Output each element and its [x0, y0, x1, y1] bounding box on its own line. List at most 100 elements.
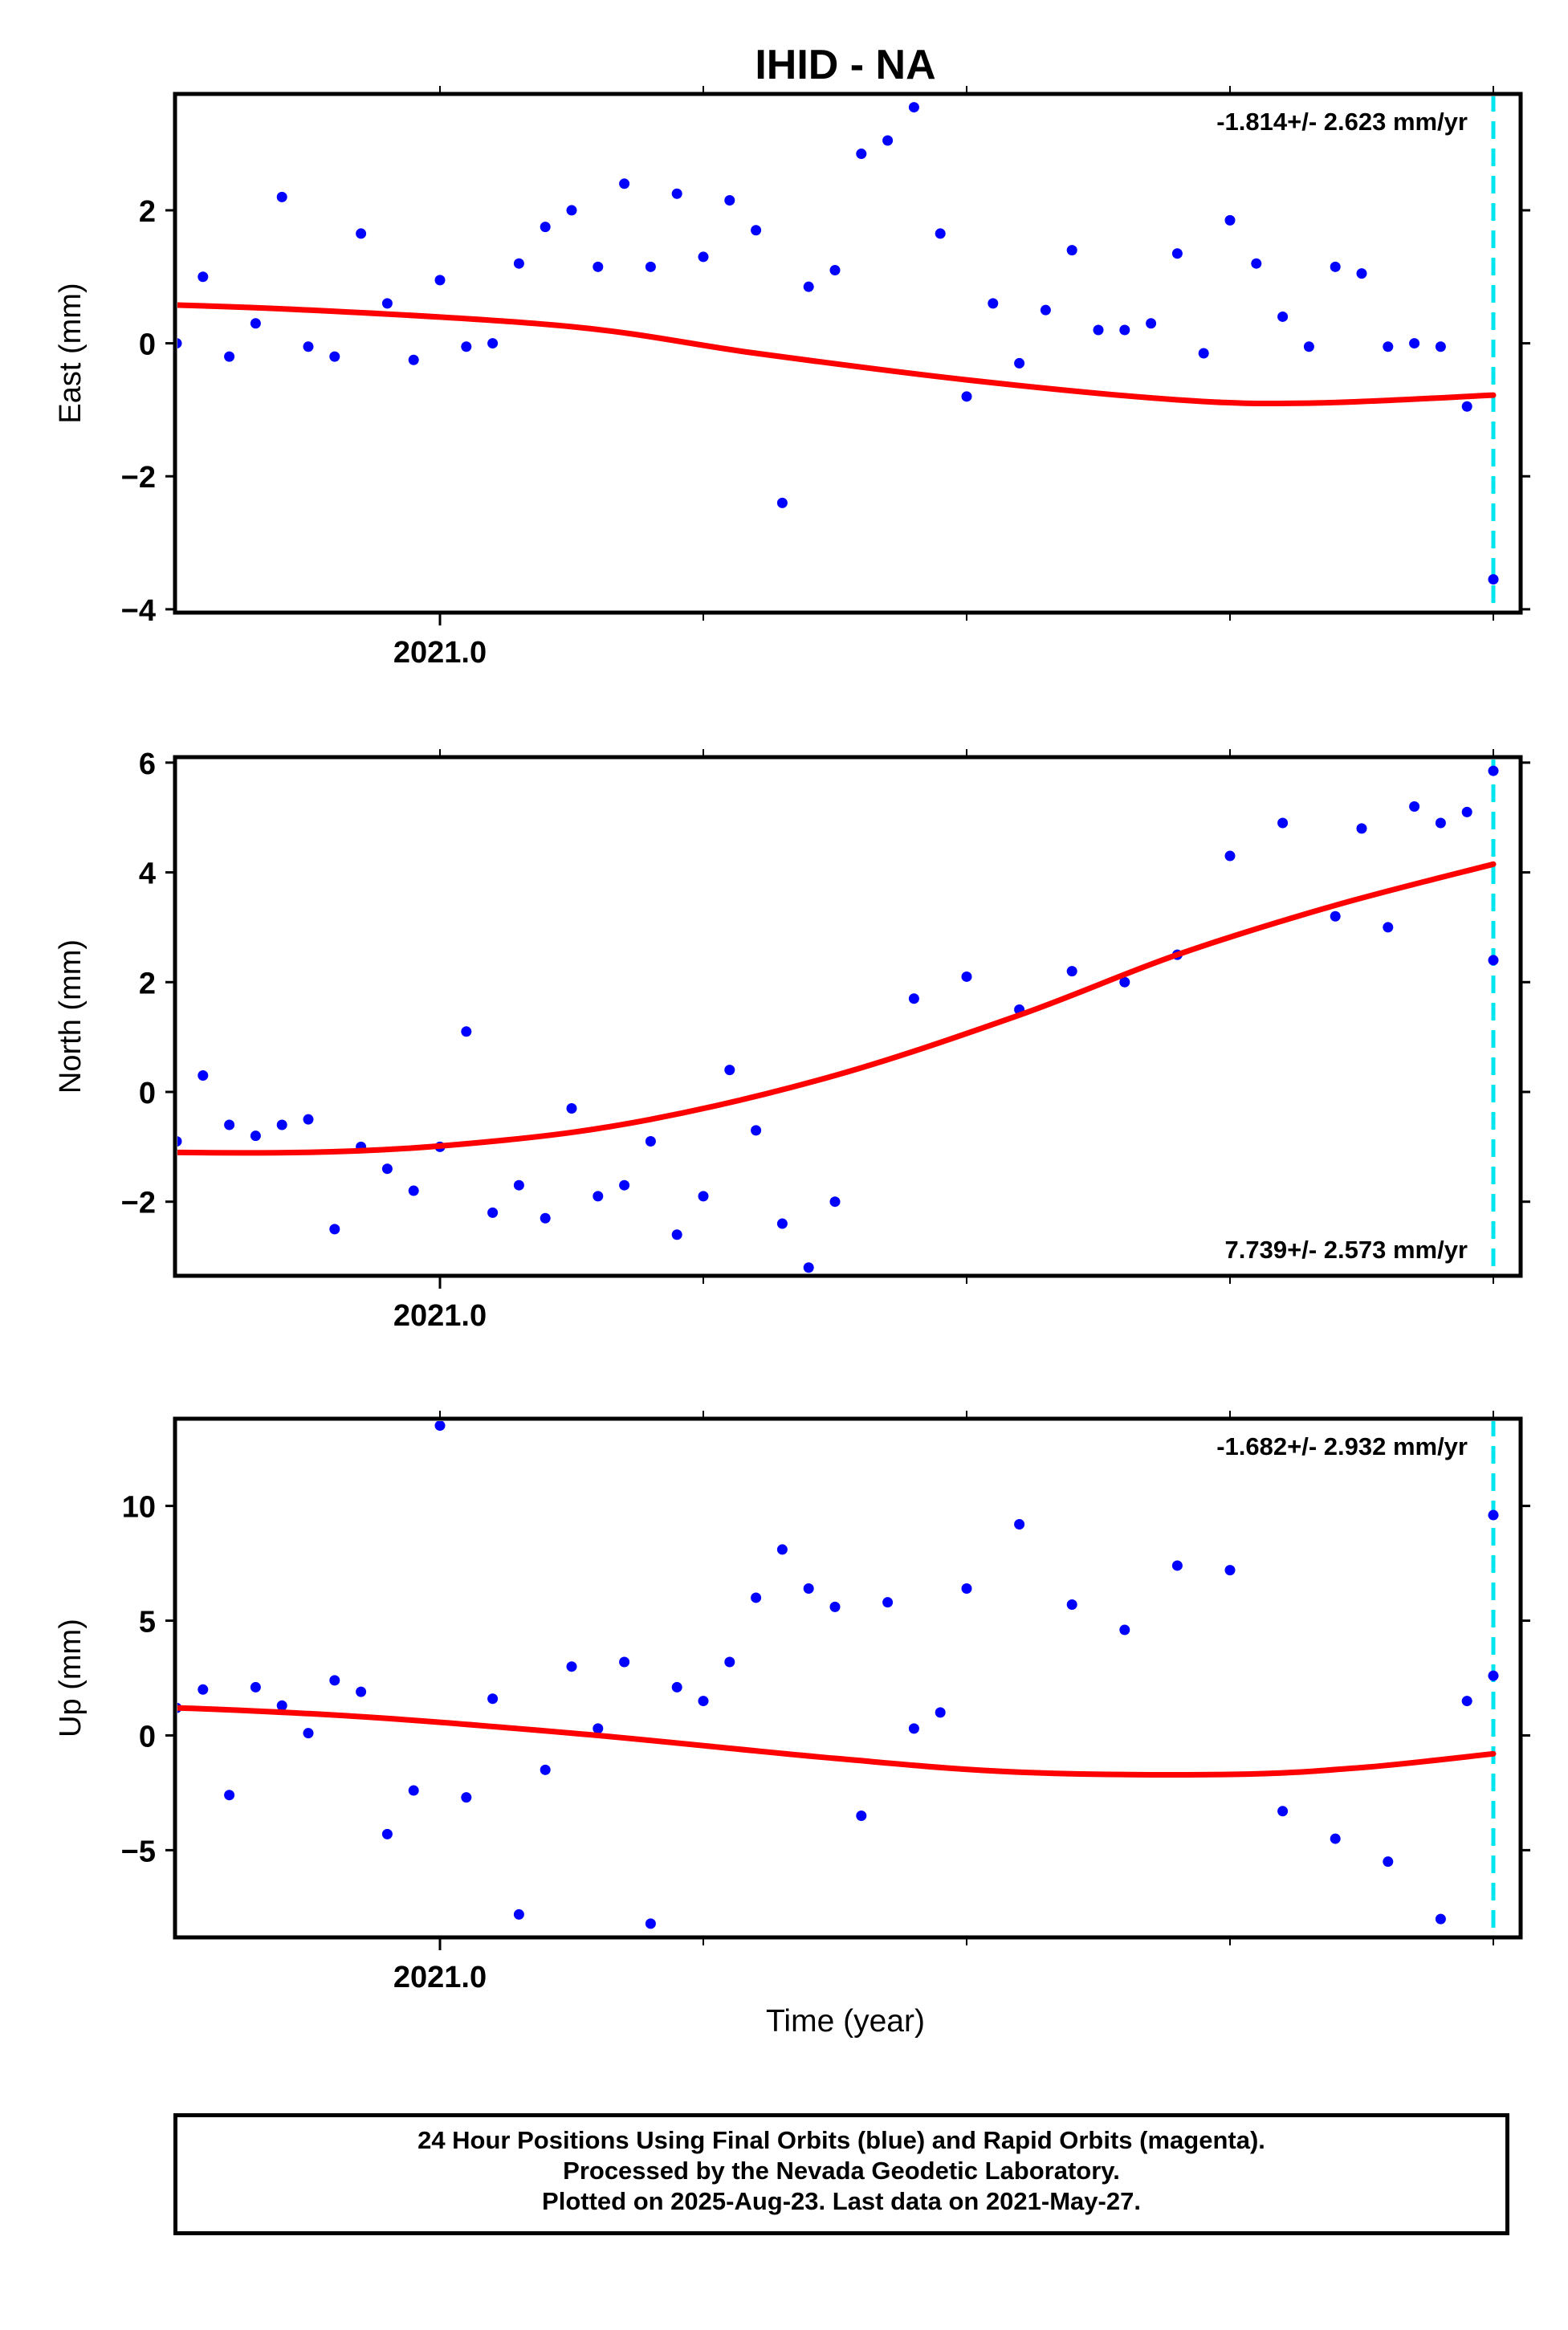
north-data-point — [40, 1202, 51, 1212]
up-data-point — [1066, 1599, 1077, 1611]
up-data-point — [671, 1681, 682, 1693]
east-y-tick-label: −4 — [121, 594, 156, 628]
up-data-point — [961, 1583, 972, 1595]
north-data-point — [1066, 966, 1077, 977]
north-data-point — [566, 1103, 577, 1114]
east-data-point — [329, 351, 340, 362]
east-data-point — [698, 251, 709, 263]
up-trend-line — [177, 1705, 1497, 1778]
up-data-point — [593, 1723, 604, 1734]
east-data-point — [1093, 324, 1104, 336]
east-panel: −4 −2 0 2 2021.0 East (mm) -1.814+/- 2.623 mm/… — [40, 86, 1530, 670]
up-data-point — [329, 1675, 340, 1686]
up-y-tick-label: 5 — [139, 1606, 156, 1640]
up-data-point — [434, 1421, 446, 1432]
east-data-point — [1171, 248, 1183, 259]
east-y-tick-label: −2 — [121, 461, 156, 495]
east-data-point — [645, 261, 656, 272]
north-data-point — [829, 1196, 841, 1208]
north-data-point — [619, 1179, 630, 1191]
east-y-tick-label: 2 — [139, 195, 156, 229]
east-data-point — [408, 354, 419, 365]
north-data-point — [92, 1147, 103, 1158]
north-data-point — [698, 1191, 709, 1202]
up-data-point — [1461, 1696, 1472, 1707]
up-y-tick-label: 0 — [139, 1720, 156, 1754]
east-data-point — [1409, 338, 1420, 349]
east-data-point — [619, 178, 630, 189]
up-data-point — [882, 1597, 894, 1608]
up-data-point — [540, 1764, 551, 1775]
north-data-point — [198, 1069, 209, 1081]
up-data-point — [381, 1828, 393, 1839]
up-frame — [173, 1416, 1523, 1940]
north-data-point — [408, 1185, 419, 1196]
up-panel: −5 0 5 10 2021.0 Up (mm) -1.682+/- 2.932 mm/yr — [54, 1411, 1530, 1994]
up-data-point — [250, 1681, 261, 1693]
north-data-point — [1356, 823, 1367, 834]
east-data-point — [908, 102, 919, 113]
east-data-point — [1040, 304, 1051, 316]
east-data-point — [935, 228, 946, 239]
north-panel: −2 0 2 4 6 2021.0 North (mm) 7.739+/- 2.573 mm/… — [14, 747, 1530, 1333]
east-data-point — [513, 258, 524, 269]
north-data-point — [961, 971, 972, 982]
north-data-point — [1119, 976, 1130, 988]
east-data-point — [356, 228, 367, 239]
up-data-point — [1224, 1565, 1236, 1576]
east-data-point — [1224, 214, 1236, 226]
east-data-point — [1461, 401, 1472, 412]
north-data-point — [1383, 922, 1394, 933]
north-data-point — [487, 1207, 499, 1218]
up-data-point — [856, 1811, 867, 1822]
up-y-tick-label: 10 — [122, 1491, 156, 1525]
up-data-point — [276, 1700, 287, 1711]
east-data-point — [1330, 261, 1341, 272]
east-data-point — [1277, 311, 1289, 322]
up-data-point — [776, 1544, 788, 1555]
east-data-point — [751, 225, 762, 236]
up-data-point — [751, 1592, 762, 1603]
east-data-point — [961, 391, 972, 402]
up-y-axis-label: Up (mm) — [54, 1619, 88, 1737]
east-data-point — [1119, 324, 1130, 336]
north-data-point — [66, 1098, 76, 1108]
east-data-point — [1146, 318, 1157, 329]
up-data-point — [303, 1728, 314, 1739]
east-y-axis-label: East (mm) — [54, 283, 88, 423]
north-data-point — [276, 1119, 287, 1130]
up-data-point — [408, 1785, 419, 1796]
east-data-point — [1303, 341, 1314, 352]
north-data-point — [177, 1136, 182, 1147]
north-data-point — [803, 1262, 814, 1273]
east-data-point — [1066, 245, 1077, 256]
east-y-tick-label: 0 — [139, 328, 156, 362]
north-data-point — [593, 1191, 604, 1202]
north-data-point — [776, 1218, 788, 1229]
east-data-point — [434, 275, 446, 286]
east-plot-area — [40, 96, 1499, 610]
east-data-point — [1383, 341, 1394, 352]
up-data-point — [1014, 1518, 1025, 1530]
east-data-point — [40, 361, 51, 372]
north-data-point — [119, 1120, 129, 1130]
up-data-point — [1488, 1509, 1499, 1521]
up-data-point — [1171, 1560, 1183, 1571]
east-data-point — [381, 298, 393, 309]
up-data-point — [724, 1656, 735, 1668]
east-data-point — [1251, 258, 1262, 269]
east-data-point — [776, 497, 788, 508]
east-data-point — [988, 298, 999, 309]
north-data-point — [14, 1120, 24, 1130]
east-data-point — [1198, 348, 1209, 359]
north-data-point — [303, 1114, 314, 1125]
north-data-point — [751, 1125, 762, 1136]
up-plot-area — [177, 1421, 1499, 1935]
north-data-point — [1461, 806, 1472, 817]
east-data-point — [177, 338, 182, 348]
east-x-tick-label: 2021.0 — [393, 636, 487, 670]
up-data-point — [1383, 1856, 1394, 1868]
up-data-point — [487, 1693, 499, 1705]
north-data-point — [540, 1212, 551, 1224]
